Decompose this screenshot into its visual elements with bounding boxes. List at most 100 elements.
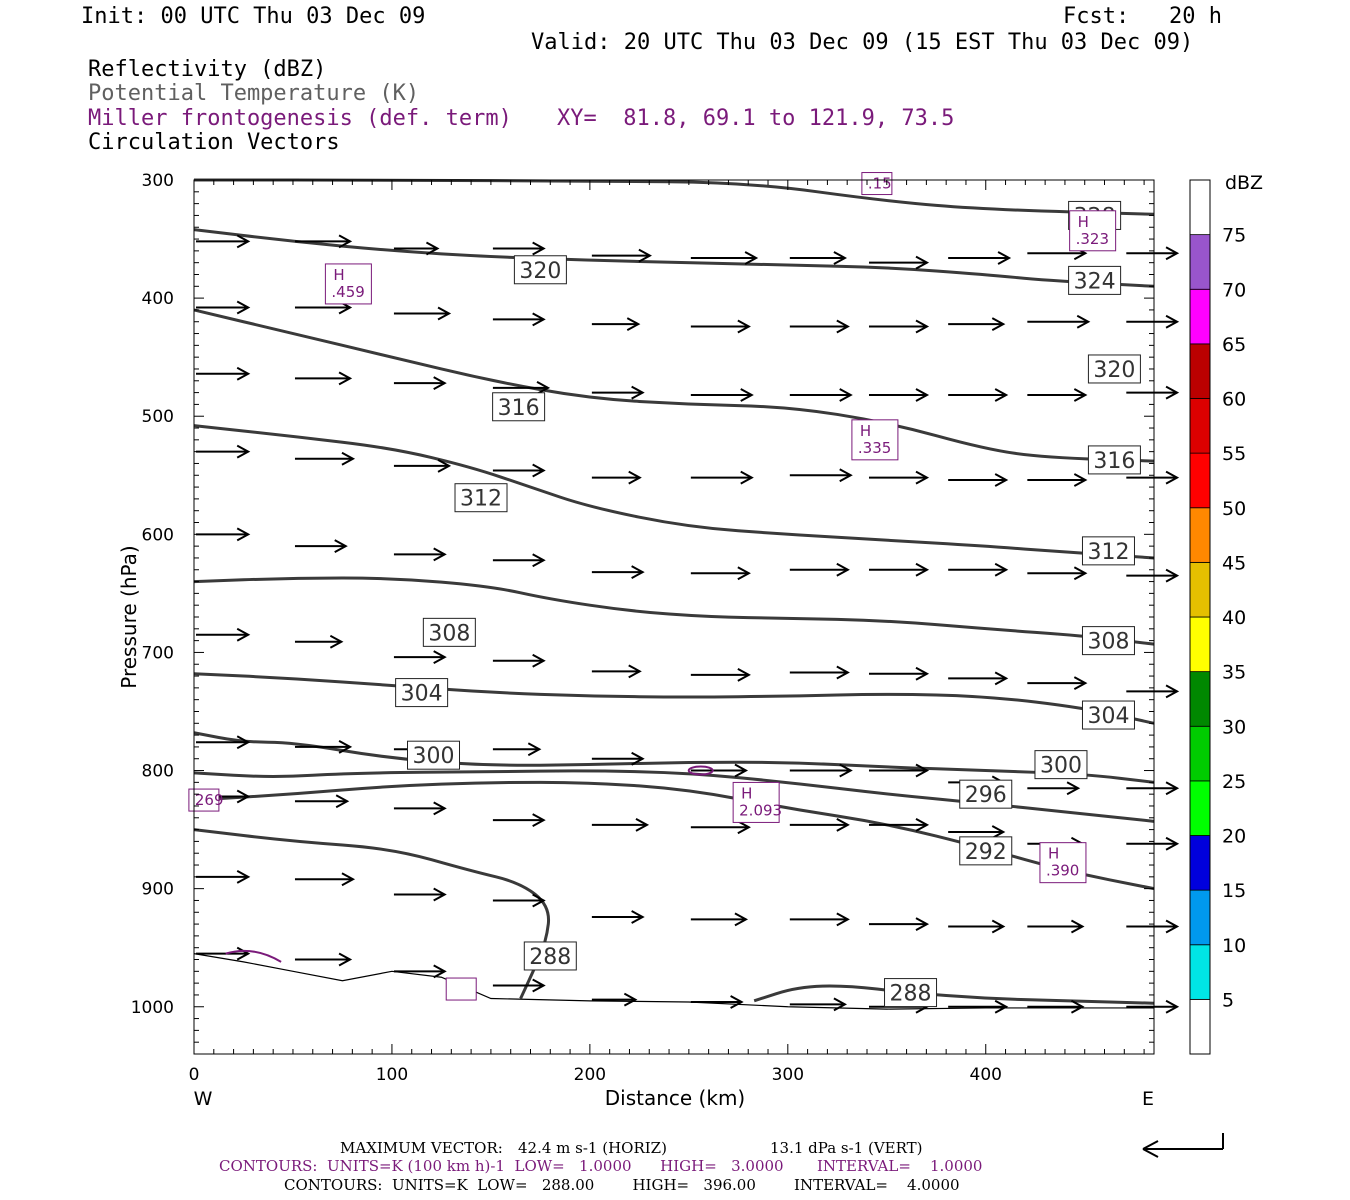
circulation-vector (1027, 473, 1088, 487)
circulation-vector (1027, 999, 1085, 1014)
circulation-vector (591, 751, 645, 766)
circulation-vector (1027, 676, 1088, 691)
theta-contour-label: 312 (1081, 536, 1135, 566)
circulation-vector (393, 458, 452, 473)
circulation-vector (690, 566, 751, 581)
colorbar-cell (1189, 398, 1211, 454)
colorbar-tick-label: 55 (1222, 443, 1246, 465)
max-vector-vert: 13.1 dPa s-1 (VERT) (770, 1139, 923, 1157)
circulation-vector (1126, 246, 1180, 261)
colorbar-cell (1189, 944, 1211, 1000)
circulation-vector (591, 910, 645, 924)
svg-text:304: 304 (401, 682, 443, 707)
colorbar-tick-label: 30 (1222, 716, 1246, 738)
theta-contour-label: 292 (959, 836, 1013, 866)
x-tick-label: 0 (189, 1065, 200, 1085)
circulation-vector (196, 627, 251, 642)
circulation-vector (789, 468, 853, 483)
x-tick-label: 200 (574, 1065, 606, 1085)
svg-text:2.093: 2.093 (739, 801, 782, 819)
svg-text:324: 324 (1074, 269, 1116, 294)
circulation-vector (789, 997, 848, 1012)
circulation-vector (690, 912, 749, 927)
circulation-vector (196, 735, 251, 750)
contours-frontogenesis: CONTOURS: UNITS=K (100 km h)-1 LOW= 1.00… (219, 1157, 983, 1175)
svg-text:H: H (860, 422, 871, 440)
circulation-vector (196, 527, 251, 542)
colorbar-frame (1189, 179, 1211, 1055)
svg-text:300: 300 (1040, 754, 1082, 779)
circulation-vector (492, 653, 546, 668)
circulation-vector (294, 539, 348, 554)
surface-pressure-line (193, 953, 1154, 1010)
colorbar-cell (1189, 452, 1211, 509)
circulation-vector (948, 825, 1006, 839)
field-frontogenesis: Miller frontogenesis (def. term) (88, 106, 512, 131)
circulation-vector (393, 241, 440, 256)
colorbar-tick-label: 35 (1222, 662, 1246, 684)
theta-contour-label: 316 (492, 392, 546, 422)
y-tick-label: 1000 (131, 998, 174, 1018)
max-vector-horiz: 42.4 m s-1 (HORIZ) (518, 1139, 667, 1157)
circulation-vector (591, 664, 642, 679)
frontogenesis-label (445, 977, 477, 1001)
frontogenesis-label: H.323 (1069, 210, 1117, 252)
svg-text:304: 304 (1087, 704, 1129, 729)
svg-text:H: H (333, 266, 344, 284)
colorbar-cell (1189, 179, 1211, 236)
theta-contour-304-6 (193, 731, 1155, 784)
theta-contour-328-0 (194, 178, 1155, 216)
circulation-vector (868, 666, 930, 681)
y-tick-label: 300 (142, 171, 174, 191)
circulation-vector (868, 470, 930, 485)
circulation-vector (868, 388, 930, 402)
circulation-vector (1126, 470, 1180, 485)
circulation-vector (1027, 919, 1085, 934)
circulation-vector (591, 992, 638, 1007)
y-tick-label: 600 (142, 525, 174, 545)
theta-contour-label: 288 (523, 941, 577, 971)
circulation-vector (393, 964, 447, 979)
circulation-vector (591, 248, 652, 263)
circulation-vector (492, 312, 546, 327)
circulation-vector (591, 470, 642, 485)
theta-contour-292-9 (193, 828, 551, 1000)
circulation-vector (492, 380, 551, 395)
svg-text:312: 312 (1087, 540, 1129, 565)
circulation-vector (789, 388, 853, 402)
circulation-vector (591, 385, 645, 400)
svg-text:H: H (1048, 845, 1059, 863)
theta-contour-316-3 (193, 424, 1155, 560)
colorbar-tick-label: 15 (1222, 880, 1246, 902)
y-tick-label: 500 (142, 407, 174, 427)
svg-text:.390: .390 (1046, 862, 1079, 880)
circulation-vector (789, 319, 850, 334)
circulation-vector (294, 794, 350, 809)
circulation-vector (868, 763, 930, 778)
x-axis-east-label: E (1142, 1088, 1154, 1110)
circulation-vector (1126, 781, 1180, 796)
circulation-vector (948, 317, 1006, 331)
circulation-vector (948, 251, 1012, 265)
theta-contour-312-4 (193, 576, 1155, 646)
circulation-vector (690, 470, 754, 485)
theta-contour-308-5 (193, 672, 1155, 725)
circulation-vector (948, 999, 1009, 1014)
circulation-vector (868, 817, 930, 832)
circulation-vector (868, 255, 930, 270)
colorbar-tick-label: 40 (1222, 607, 1246, 629)
colorbar-cell (1189, 288, 1211, 345)
colorbar-tick-label: 75 (1222, 225, 1246, 247)
svg-text:316: 316 (1093, 449, 1135, 474)
colorbar-cell (1189, 234, 1211, 290)
colorbar-cell (1189, 998, 1211, 1055)
field-potential-temperature: Potential Temperature (K) (88, 81, 420, 106)
colorbar-cell (1189, 780, 1211, 836)
circulation-vector (948, 671, 1009, 686)
circulation-vector (492, 813, 546, 828)
colorbar: 5 10 15 20 25 30 35 40 45 50 55 60 65 70 75 (1189, 179, 1246, 1055)
theta-contour-label: 296 (959, 779, 1013, 809)
svg-text:308: 308 (428, 621, 470, 646)
theta-contour-label: 320 (1087, 354, 1141, 384)
colorbar-tick-label: 5 (1222, 989, 1234, 1011)
